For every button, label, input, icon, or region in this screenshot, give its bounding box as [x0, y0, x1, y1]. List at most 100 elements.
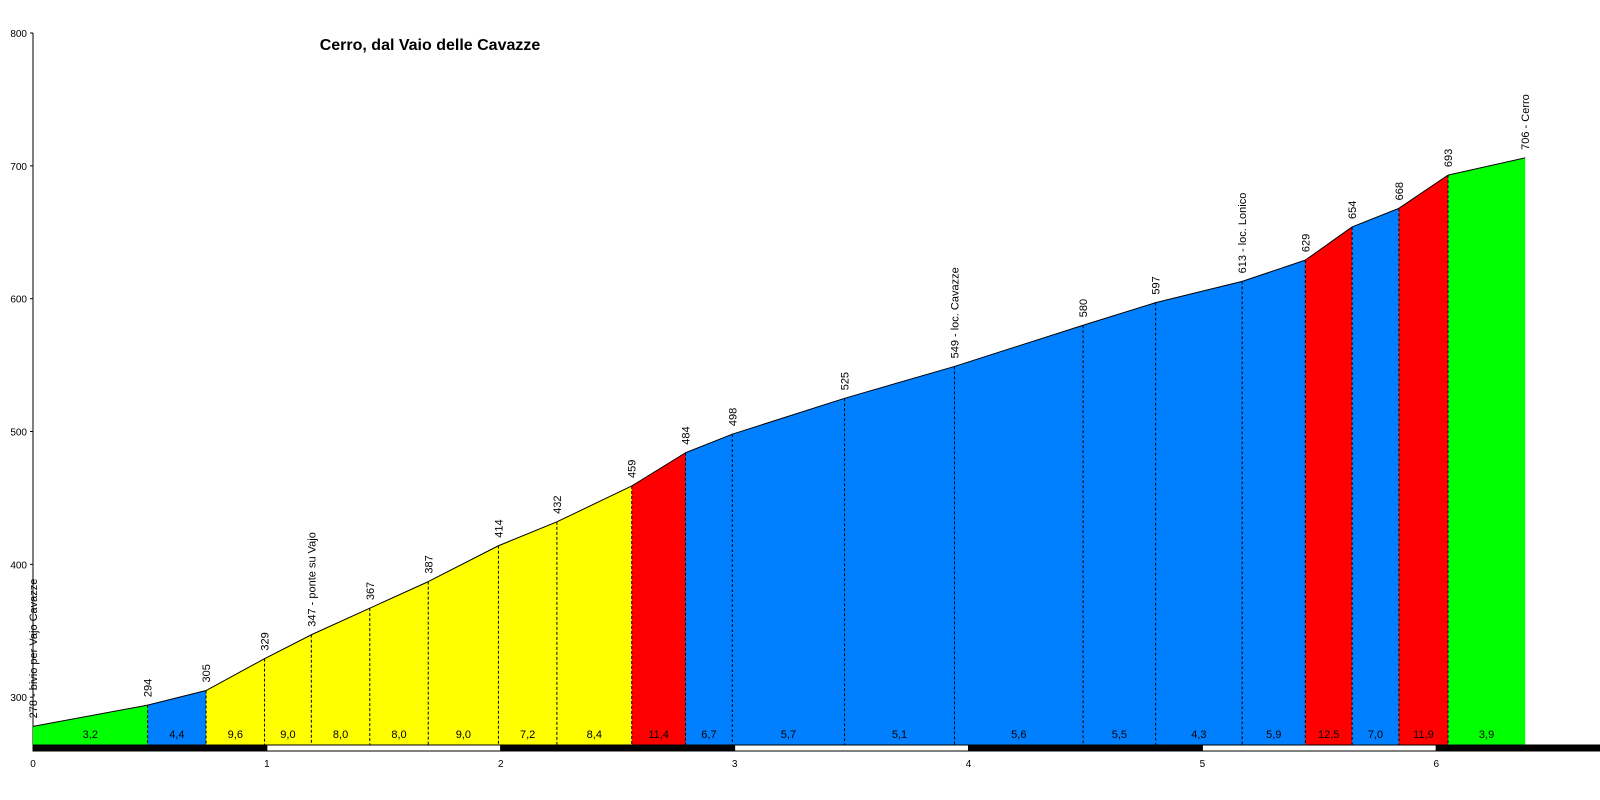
profile-segment [498, 521, 557, 745]
profile-line [732, 397, 845, 435]
gradient-label: 11,4 [648, 729, 669, 741]
point-label: 654 [1347, 201, 1359, 219]
profile-line [369, 581, 429, 609]
profile-line [428, 545, 499, 583]
profile-line [1351, 207, 1400, 228]
point-label: 580 [1078, 299, 1090, 317]
gradient-label: 12,5 [1318, 729, 1339, 741]
x-tick-label: 4 [966, 759, 972, 770]
profile-segment [147, 690, 207, 745]
y-tick-label: 500 [10, 428, 27, 439]
point-label: 367 [365, 582, 377, 600]
point-label: 613 - loc. Lonico [1237, 193, 1249, 274]
km-bar [32, 744, 268, 752]
point-label: 668 [1394, 182, 1406, 200]
profile-segment [1447, 157, 1526, 746]
profile-line [556, 485, 632, 523]
gradient-label: 5,1 [892, 729, 907, 741]
km-bar [1201, 744, 1437, 752]
profile-line [844, 365, 955, 399]
profile-segment [369, 581, 429, 745]
km-bar [500, 744, 736, 752]
point-label: 414 [493, 519, 505, 537]
point-label: 484 [681, 426, 693, 444]
point-label: 387 [423, 555, 435, 573]
profile-segment [311, 608, 370, 745]
point-label: 278 - bivio per Vajo Cavazze [28, 579, 40, 719]
point-label: 629 [1300, 234, 1312, 252]
gradient-label: 7,2 [520, 729, 535, 741]
y-tick-label: 800 [10, 29, 27, 40]
gradient-label: 8,0 [391, 729, 406, 741]
profile-segment [1352, 208, 1399, 746]
profile-line [498, 521, 558, 547]
gradient-label: 7,0 [1368, 729, 1383, 741]
point-label: 498 [727, 408, 739, 426]
gradient-label: 5,7 [781, 729, 796, 741]
gradient-label: 6,7 [701, 729, 716, 741]
profile-line [1242, 259, 1306, 282]
profile-line [147, 690, 207, 706]
gradient-label: 8,0 [333, 729, 348, 741]
x-tick-label: 6 [1434, 759, 1440, 770]
profile-segment [206, 658, 265, 745]
point-label: 305 [201, 664, 213, 682]
km-bar [734, 744, 970, 752]
point-label: 706 - Cerro [1520, 94, 1532, 150]
point-label: 329 [260, 632, 272, 650]
profile-line [32, 704, 148, 727]
profile-segment [1305, 226, 1353, 745]
profile-segment [844, 366, 955, 745]
gradient-label: 3,2 [83, 729, 98, 741]
profile-segment [954, 325, 1084, 745]
profile-segment [33, 705, 148, 745]
profile-segment [685, 434, 733, 745]
profile-segment [264, 634, 312, 745]
x-tick-label: 1 [264, 759, 270, 770]
profile-line [1398, 174, 1449, 209]
point-label: 525 [840, 372, 852, 390]
profile-segment [1083, 302, 1156, 745]
point-label: 347 - ponte su Vajo [306, 532, 318, 627]
profile-segment [556, 485, 632, 745]
point-label: 549 - loc. Cavazze [949, 267, 961, 358]
gradient-label: 9,0 [456, 729, 471, 741]
gradient-label: 11,9 [1413, 729, 1434, 741]
profile-line [1447, 157, 1526, 176]
profile-segment [631, 452, 686, 745]
y-tick-label: 400 [10, 560, 27, 571]
point-label: 294 [143, 679, 155, 697]
profile-line [1155, 280, 1243, 304]
gradient-label: 5,9 [1266, 729, 1281, 741]
y-tick-label: 700 [10, 162, 27, 173]
point-label: 432 [552, 495, 564, 513]
gradient-label: 4,3 [1191, 729, 1206, 741]
x-tick-label: 3 [732, 759, 738, 770]
y-tick-label: 600 [10, 295, 27, 306]
profile-line [685, 433, 733, 454]
x-tick-label: 2 [498, 759, 504, 770]
km-bar [266, 744, 502, 752]
profile-segment [1398, 175, 1448, 745]
gradient-label: 9,0 [280, 729, 295, 741]
profile-line [264, 634, 312, 660]
profile-line [205, 658, 265, 691]
km-bar [968, 744, 1203, 752]
profile-segment [732, 398, 845, 745]
x-tick-label: 0 [30, 759, 36, 770]
point-label: 459 [627, 460, 639, 478]
profile-segment [1155, 281, 1243, 745]
chart-title: Cerro, dal Vaio delle Cavazze [320, 37, 541, 54]
km-bar [1435, 744, 1600, 752]
gradient-label: 9,6 [228, 729, 243, 741]
profile-segment [1242, 260, 1306, 745]
gradient-label: 3,9 [1479, 729, 1494, 741]
x-tick-label: 5 [1200, 759, 1206, 770]
profile-line [631, 452, 686, 487]
profile-segment [428, 545, 499, 745]
gradient-label: 5,6 [1011, 729, 1026, 741]
gradient-label: 5,5 [1112, 729, 1127, 741]
profile-line [1082, 302, 1156, 326]
point-label: 597 [1151, 276, 1163, 294]
